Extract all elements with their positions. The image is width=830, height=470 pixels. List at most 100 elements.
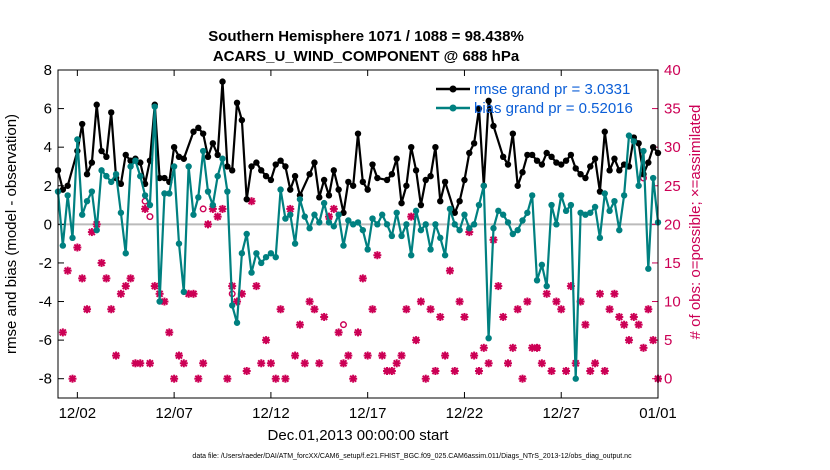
bias-point — [408, 252, 415, 259]
legend-label-bias: bias grand pr = 0.52016 — [474, 100, 633, 117]
x-tick-label: 12/12 — [252, 405, 290, 422]
bias-point — [548, 201, 555, 209]
bias-point — [591, 203, 599, 211]
bias-point — [635, 182, 642, 189]
assimilated-count-marker — [194, 374, 203, 383]
assimilated-count-marker — [83, 305, 92, 314]
rmse-point — [103, 153, 110, 161]
bias-point — [59, 242, 67, 249]
rmse-point — [228, 167, 236, 174]
rmse-point — [533, 157, 541, 164]
assimilated-count-marker — [112, 351, 121, 360]
rmse-point — [558, 161, 565, 168]
rmse-point — [345, 178, 352, 186]
assimilated-count-marker — [421, 374, 430, 383]
bias-point — [112, 170, 120, 178]
bias-point — [364, 246, 371, 253]
assimilated-count-marker — [295, 320, 304, 329]
y-right-tick-label: 0 — [664, 371, 672, 388]
y-right-tick-label: 30 — [664, 139, 681, 156]
bias-point — [461, 211, 468, 218]
bias-point — [64, 192, 71, 199]
y-right-tick-label: 10 — [664, 294, 681, 311]
rmse-point — [156, 174, 163, 182]
assimilated-count-marker — [484, 359, 493, 368]
assimilated-count-marker — [387, 366, 396, 375]
assimilated-count-marker — [73, 243, 82, 252]
assimilated-count-marker — [445, 266, 454, 275]
rmse-point — [364, 186, 371, 193]
assimilated-count-marker — [416, 297, 425, 306]
bias-point — [528, 192, 536, 199]
assimilated-count-marker — [479, 343, 488, 352]
rmse-point — [601, 128, 608, 135]
bias-point — [398, 232, 405, 240]
assimilated-count-marker — [591, 359, 600, 368]
bias-point — [228, 302, 236, 309]
assimilated-count-marker — [508, 343, 517, 352]
bias-point — [345, 217, 352, 224]
bias-point — [388, 232, 396, 240]
rmse-point — [224, 163, 231, 170]
bias-point — [538, 261, 546, 269]
y-axis-left: 8 6 4 2 0 -2 -4 -6 -8 — [39, 62, 64, 388]
bias-point — [108, 178, 115, 186]
rmse-point — [422, 176, 429, 184]
assimilated-count-marker — [150, 282, 159, 291]
assimilated-count-marker — [223, 374, 232, 383]
bias-point — [277, 186, 284, 193]
bias-point — [296, 196, 304, 203]
y-left-tick-label: 6 — [44, 101, 52, 118]
bias-point — [320, 199, 328, 207]
rmse-point — [403, 182, 410, 189]
bias-point — [248, 269, 255, 276]
rmse-point — [398, 199, 405, 207]
bias-point — [325, 219, 333, 226]
bias-point — [437, 234, 444, 242]
assimilated-count-marker — [557, 305, 566, 314]
y-right-tick-label: 35 — [664, 101, 681, 118]
bias-point — [180, 288, 188, 296]
bias-point — [282, 215, 289, 222]
rmse-point — [509, 130, 517, 137]
possible-count-marker — [199, 205, 207, 213]
rmse-point — [553, 159, 560, 166]
assimilated-count-marker — [595, 289, 604, 298]
bias-point — [441, 252, 449, 259]
y-left-tick-label: -2 — [39, 255, 52, 272]
assimilated-count-marker — [116, 289, 125, 298]
rmse-point — [538, 161, 546, 168]
assimilated-count-marker — [634, 320, 643, 329]
bias-point — [466, 225, 473, 232]
assimilated-count-marker — [562, 366, 571, 375]
bias-point — [98, 167, 105, 174]
bias-point — [456, 226, 463, 234]
assimilated-count-marker — [174, 351, 183, 360]
assimilated-count-marker — [412, 336, 421, 345]
bias-point — [253, 250, 260, 257]
possible-count-marker — [146, 213, 154, 221]
possible-count-marker — [533, 344, 541, 352]
assimilated-count-marker — [358, 274, 367, 283]
rmse-point — [214, 151, 221, 159]
bias-point — [499, 211, 507, 218]
y-right-tick-label: 25 — [664, 178, 681, 195]
rmse-point — [490, 122, 497, 130]
plot-area — [58, 70, 658, 398]
rmse-point — [543, 149, 550, 157]
rmse-point — [161, 174, 168, 182]
bias-point — [645, 265, 652, 272]
rmse-point — [330, 167, 338, 174]
rmse-point — [291, 172, 299, 180]
bias-point — [640, 147, 647, 155]
rmse-point — [93, 101, 100, 108]
possible-count-marker — [339, 321, 347, 329]
assimilated-count-marker — [624, 336, 633, 345]
bias-point — [272, 253, 279, 261]
rmse-point — [262, 172, 270, 180]
y-right-tick-label: 5 — [664, 332, 672, 349]
rmse-point — [562, 157, 570, 164]
x-tick-label: 12/27 — [542, 405, 580, 422]
y-left-tick-label: 2 — [44, 178, 52, 195]
assimilated-count-marker — [334, 328, 343, 337]
